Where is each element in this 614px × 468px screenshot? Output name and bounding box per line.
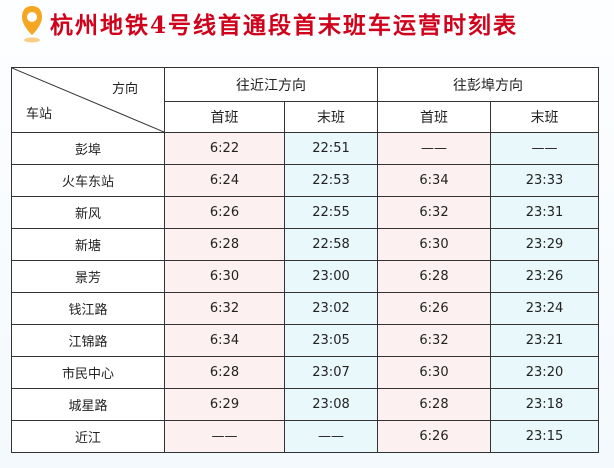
table-row: 景芳 6:30 23:00 6:28 23:26: [11, 260, 599, 293]
last-train-time: 23:07: [284, 356, 378, 389]
station-name: 彭埠: [11, 132, 165, 165]
station-name: 市民中心: [11, 356, 165, 389]
table-row: 江锦路 6:34 23:05 6:32 23:21: [11, 324, 599, 357]
direction-header-pengbu: 往彭埠方向: [377, 67, 599, 102]
page-title: 杭州地铁4号线首通段首末班车运营时刻表: [50, 12, 519, 39]
table-row: 城星路 6:29 23:08 6:28 23:18: [11, 388, 599, 421]
last-train-time: 23:29: [490, 228, 599, 261]
station-label: 车站: [26, 107, 53, 122]
first-train-time: 6:26: [164, 196, 285, 229]
table-row: 彭埠 6:22 22:51 —— ——: [11, 132, 599, 165]
last-train-header: 末班: [490, 101, 599, 133]
first-train-time: 6:26: [377, 292, 491, 325]
last-train-time: 22:58: [284, 228, 378, 261]
header: 杭州地铁4号线首通段首末班车运营时刻表: [0, 0, 614, 54]
station-name: 近江: [11, 420, 165, 453]
last-train-time: 23:20: [490, 356, 599, 389]
station-name: 钱江路: [11, 292, 165, 325]
last-train-time: 23:26: [490, 260, 599, 293]
table-row: 新塘 6:28 22:58 6:30 23:29: [11, 228, 599, 261]
table-row: 火车东站 6:24 22:53 6:34 23:33: [11, 164, 599, 197]
last-train-time: ——: [490, 132, 599, 165]
corner-header: 方向 车站: [11, 67, 165, 133]
last-train-time: 23:18: [490, 388, 599, 421]
first-train-time: 6:30: [377, 228, 491, 261]
first-train-header: 首班: [164, 101, 285, 133]
station-name: 城星路: [11, 388, 165, 421]
first-train-time: 6:30: [164, 260, 285, 293]
direction-header-jinjiang: 往近江方向: [164, 67, 378, 102]
last-train-time: 23:24: [490, 292, 599, 325]
first-train-time: 6:32: [164, 292, 285, 325]
last-train-time: ——: [284, 420, 378, 453]
last-train-time: 23:02: [284, 292, 378, 325]
last-train-time: 23:33: [490, 164, 599, 197]
first-train-header: 首班: [377, 101, 491, 133]
last-train-time: 23:00: [284, 260, 378, 293]
first-train-time: 6:32: [377, 196, 491, 229]
last-train-time: 23:05: [284, 324, 378, 357]
first-train-time: 6:29: [164, 388, 285, 421]
first-train-time: 6:28: [377, 260, 491, 293]
station-name: 火车东站: [11, 164, 165, 197]
last-train-time: 22:51: [284, 132, 378, 165]
first-train-time: 6:24: [164, 164, 285, 197]
station-name: 新塘: [11, 228, 165, 261]
last-train-time: 23:31: [490, 196, 599, 229]
station-name: 新风: [11, 196, 165, 229]
location-pin-icon: [22, 6, 42, 43]
last-train-time: 22:53: [284, 164, 378, 197]
first-train-time: 6:32: [377, 324, 491, 357]
first-train-time: 6:34: [164, 324, 285, 357]
first-train-time: 6:28: [377, 388, 491, 421]
first-train-time: 6:26: [377, 420, 491, 453]
table-row: 钱江路 6:32 23:02 6:26 23:24: [11, 292, 599, 325]
diagonal-line: [12, 68, 164, 132]
table-row: 近江 —— —— 6:26 23:15: [11, 420, 599, 453]
last-train-time: 22:55: [284, 196, 378, 229]
table-row: 市民中心 6:28 23:07 6:30 23:20: [11, 356, 599, 389]
station-name: 江锦路: [11, 324, 165, 357]
direction-label: 方向: [111, 82, 138, 97]
first-train-time: 6:34: [377, 164, 491, 197]
first-train-time: 6:22: [164, 132, 285, 165]
timetable: 方向 车站 往近江方向 往彭埠方向 首班 末班 首班 末班 彭埠 6:22 22:5…: [11, 67, 599, 453]
table-row: 新风 6:26 22:55 6:32 23:31: [11, 196, 599, 229]
station-name: 景芳: [11, 260, 165, 293]
first-train-time: 6:28: [164, 228, 285, 261]
last-train-time: 23:08: [284, 388, 378, 421]
first-train-time: ——: [377, 132, 491, 165]
last-train-time: 23:21: [490, 324, 599, 357]
first-train-time: ——: [164, 420, 285, 453]
last-train-header: 末班: [284, 101, 378, 133]
last-train-time: 23:15: [490, 420, 599, 453]
first-train-time: 6:30: [377, 356, 491, 389]
first-train-time: 6:28: [164, 356, 285, 389]
